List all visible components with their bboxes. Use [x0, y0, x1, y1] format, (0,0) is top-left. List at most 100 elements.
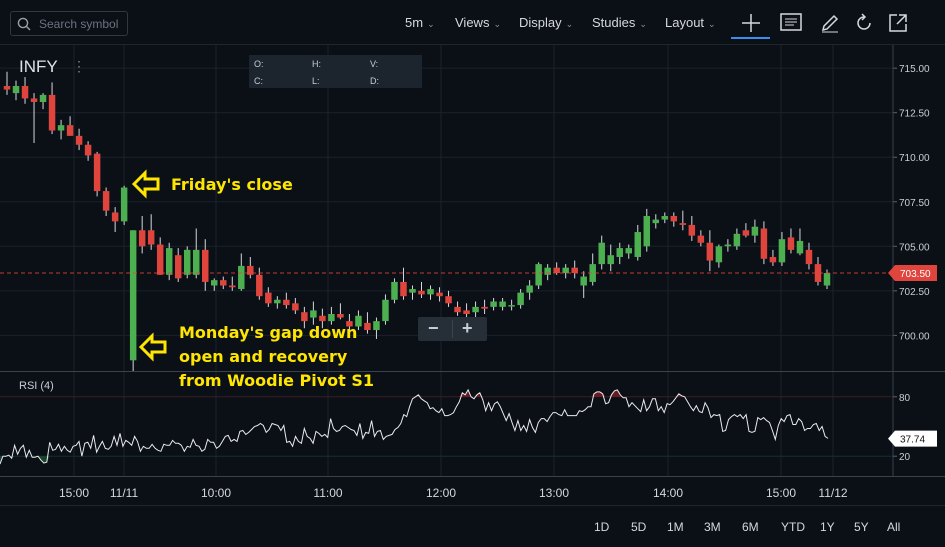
- candle-body: [12, 85, 20, 94]
- candle-body: [499, 301, 506, 307]
- candle-body: [192, 249, 200, 275]
- range-button-5y[interactable]: 5Y: [854, 520, 869, 534]
- candle-body: [463, 310, 470, 314]
- reset-button[interactable]: [851, 10, 877, 36]
- candle-body: [661, 216, 669, 220]
- rsi-tick-label: 80: [899, 393, 911, 404]
- range-button-all[interactable]: All: [887, 520, 901, 534]
- range-button-1y[interactable]: 1Y: [820, 520, 835, 534]
- rsi-value-badge: [888, 430, 937, 447]
- range-button-1d[interactable]: 1D: [594, 520, 610, 534]
- candle-body: [742, 230, 750, 236]
- range-button-1m[interactable]: 1M: [667, 520, 684, 534]
- interval-label: 5m: [405, 15, 424, 30]
- volume-label: V:: [370, 59, 379, 69]
- candle-body: [355, 315, 362, 327]
- zoom-in-button[interactable]: +: [462, 318, 473, 338]
- candle-body: [292, 303, 299, 311]
- arrow-left-icon: [138, 332, 167, 362]
- candle-body: [283, 299, 290, 306]
- x-tick-label: 15:00: [766, 486, 796, 500]
- views-menu[interactable]: Views ⌄: [455, 15, 501, 30]
- candle-body: [607, 255, 614, 265]
- candle-body: [688, 224, 696, 236]
- candle-body: [706, 242, 714, 261]
- candle-body: [3, 85, 11, 90]
- candle-body: [805, 249, 813, 265]
- candle-body: [517, 292, 524, 306]
- display-menu[interactable]: Display ⌄: [519, 15, 573, 30]
- candle-body: [778, 239, 786, 263]
- last-price-badge: [888, 265, 937, 282]
- high-label: H:: [312, 59, 321, 69]
- zoom-divider: [452, 320, 453, 338]
- candle-body: [229, 285, 236, 288]
- range-button-5d[interactable]: 5D: [631, 520, 647, 534]
- candle-body: [490, 301, 497, 307]
- candle-body: [643, 216, 651, 247]
- rsi-value-label: 37.74: [900, 435, 925, 446]
- kebab-menu-icon[interactable]: ⋮: [72, 58, 86, 74]
- candle-body: [57, 125, 65, 131]
- candle-body: [769, 256, 777, 263]
- candle-body: [220, 280, 227, 286]
- crosshair-button[interactable]: [738, 10, 764, 36]
- range-button-ytd[interactable]: YTD: [781, 520, 805, 534]
- low-label: L:: [312, 76, 320, 86]
- comment-button[interactable]: [778, 10, 804, 36]
- candle-body: [93, 153, 101, 192]
- candle-body: [697, 235, 705, 243]
- interval-dropdown[interactable]: 5m ⌄: [405, 15, 435, 30]
- candle-body: [733, 233, 741, 247]
- fullscreen-button[interactable]: [885, 10, 911, 36]
- candle-body: [111, 212, 119, 222]
- range-button-6m[interactable]: 6M: [742, 520, 759, 534]
- candle-body: [670, 216, 678, 222]
- views-label: Views: [455, 15, 490, 30]
- candle-body: [472, 306, 479, 313]
- candle-body: [508, 305, 515, 307]
- candle-body: [319, 315, 326, 322]
- candle-body: [535, 264, 542, 286]
- x-tick-label: 14:00: [653, 486, 683, 500]
- studies-label: Studies: [592, 15, 636, 30]
- draw-button[interactable]: [817, 10, 843, 36]
- chevron-down-icon: ⌄: [427, 19, 435, 29]
- candle-body: [616, 248, 623, 257]
- candle-body: [679, 223, 687, 225]
- x-tick-label: 13:00: [539, 486, 569, 500]
- candle-body: [400, 281, 407, 297]
- candle-body: [796, 240, 804, 254]
- x-tick-label: 12:00: [426, 486, 456, 500]
- candle-body: [391, 281, 398, 300]
- display-label: Display: [519, 15, 562, 30]
- open-label: O:: [254, 59, 264, 69]
- candle-body: [328, 313, 335, 322]
- last-price-label: 703.50: [900, 269, 931, 280]
- candle-body: [481, 306, 488, 309]
- candle-body: [724, 244, 732, 247]
- layout-menu[interactable]: Layout ⌄: [665, 15, 716, 30]
- candle-body: [373, 321, 380, 331]
- rsi-label: RSI (4): [19, 380, 54, 392]
- candle-body: [310, 310, 317, 318]
- chevron-down-icon: ⌄: [565, 19, 574, 29]
- candle-body: [589, 264, 596, 282]
- y-tick-label: 712.50: [899, 109, 930, 120]
- search-icon: [17, 17, 31, 31]
- range-button-3m[interactable]: 3M: [704, 520, 721, 534]
- candle-body: [301, 312, 308, 322]
- candle-body: [427, 289, 434, 295]
- rsi-line: [0, 388, 829, 465]
- y-tick-label: 705.00: [899, 242, 930, 253]
- rsi-tick-label: 20: [899, 452, 911, 463]
- search-input[interactable]: Search symbol: [10, 11, 128, 36]
- candle-body: [337, 313, 344, 318]
- zoom-out-button[interactable]: −: [428, 318, 439, 338]
- candle-body: [84, 144, 92, 156]
- studies-menu[interactable]: Studies ⌄: [592, 15, 647, 30]
- candle-body: [652, 219, 660, 224]
- close-label: C:: [254, 76, 263, 86]
- y-tick-label: 702.50: [899, 287, 930, 298]
